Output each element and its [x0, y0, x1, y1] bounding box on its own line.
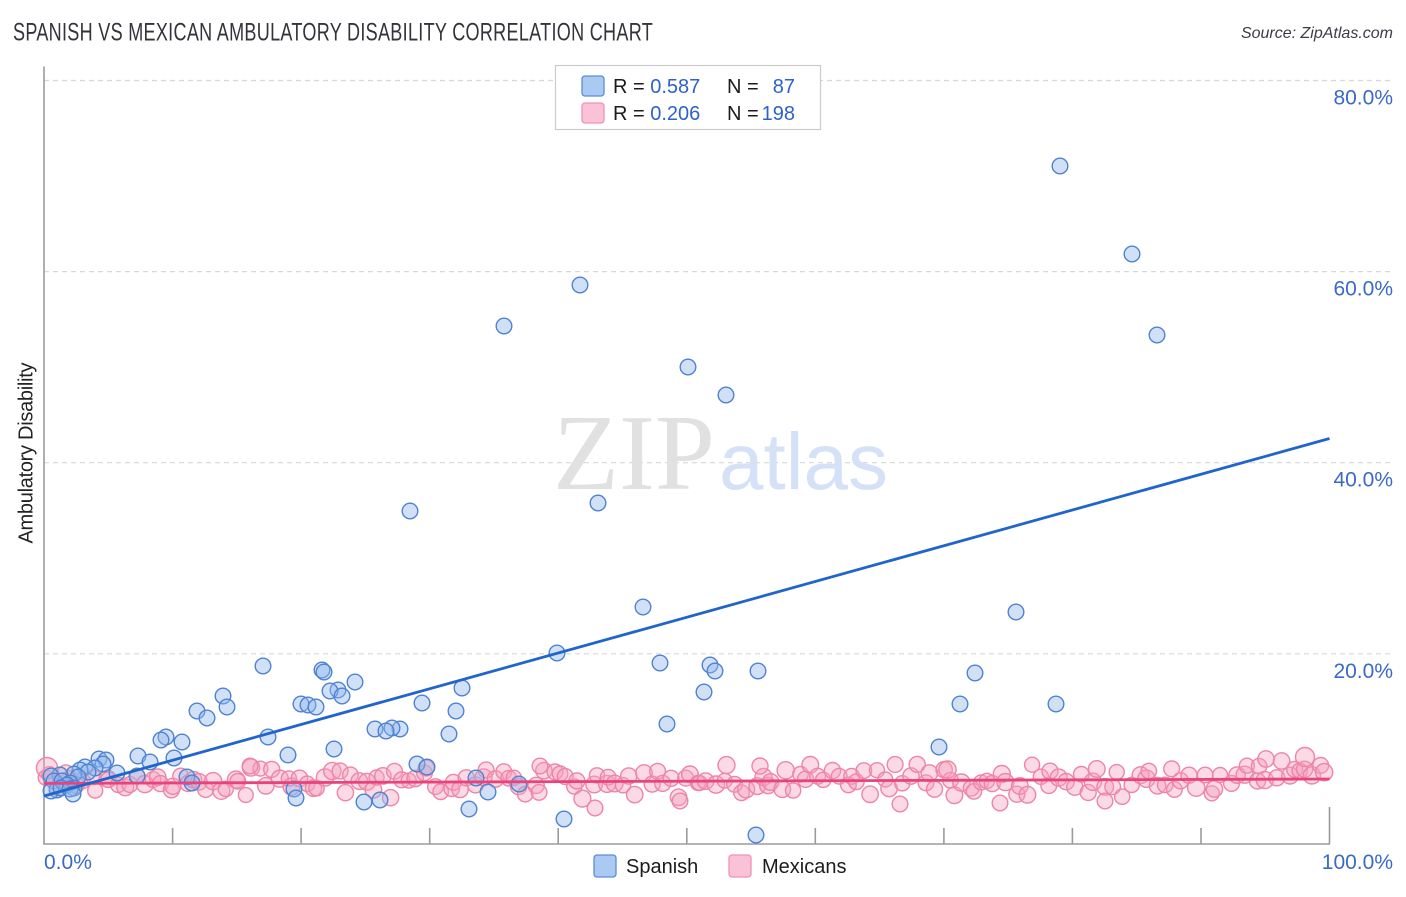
svg-text:R = 0.206: R = 0.206	[613, 103, 700, 125]
svg-text:Mexicans: Mexicans	[762, 856, 846, 878]
svg-text:N = 87: N = 87	[727, 76, 795, 98]
svg-text:100.0%: 100.0%	[1322, 851, 1393, 874]
svg-text:R = 0.587: R = 0.587	[613, 76, 700, 98]
svg-text:Spanish: Spanish	[626, 856, 698, 878]
svg-text:Source: ZipAtlas.com: Source: ZipAtlas.com	[1241, 25, 1393, 42]
svg-text:SPANISH VS MEXICAN AMBULATORY: SPANISH VS MEXICAN AMBULATORY DISABILITY…	[13, 18, 653, 47]
svg-text:20.0%: 20.0%	[1333, 660, 1393, 683]
svg-text:80.0%: 80.0%	[1333, 87, 1393, 110]
svg-text:0.0%: 0.0%	[44, 851, 92, 874]
svg-text:N = 198: N = 198	[727, 103, 795, 125]
svg-text:40.0%: 40.0%	[1333, 469, 1393, 492]
svg-text:Ambulatory Disability: Ambulatory Disability	[16, 363, 38, 544]
svg-text:60.0%: 60.0%	[1333, 278, 1393, 301]
